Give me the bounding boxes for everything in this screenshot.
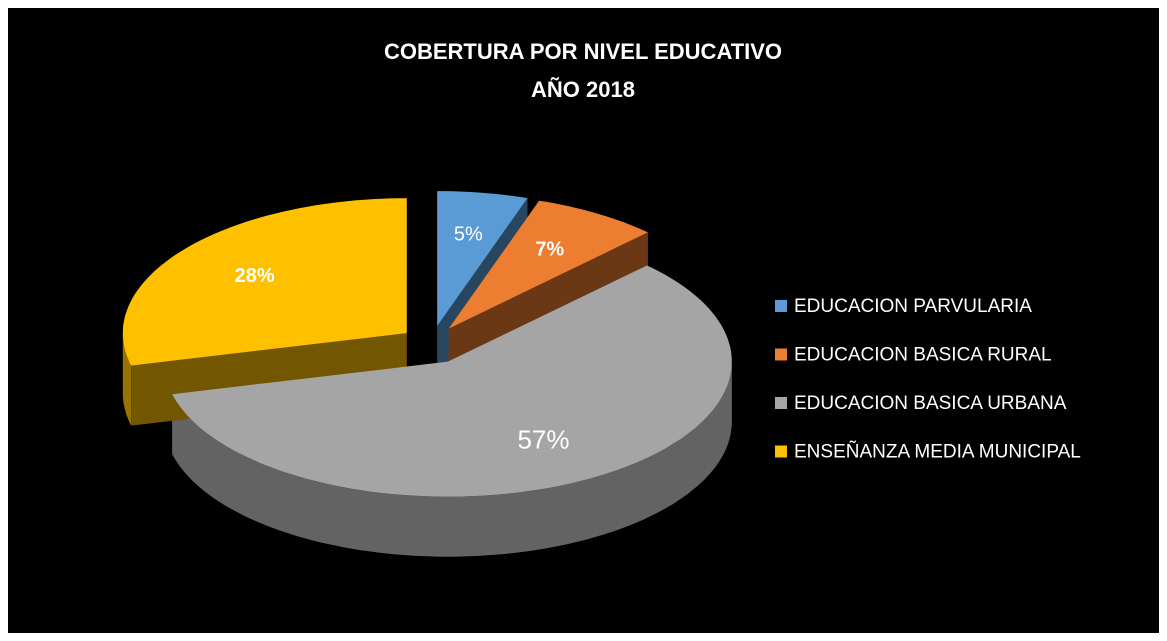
slice [122,198,407,366]
data-label: 28% [235,265,275,287]
data-label: 57% [517,424,569,454]
slice [172,265,732,497]
legend-label: EDUCACION BASICA URBANA [794,393,1067,414]
slice-side [122,333,132,426]
legend-label: EDUCACION PARVULARIA [794,296,1032,317]
legend-swatch [775,397,787,409]
chart-title: COBERTURA POR NIVEL EDUCATIVO [384,39,782,64]
slice-side [172,361,732,557]
data-label: 5% [454,224,483,246]
legend-swatch [775,348,787,361]
legend-label: ENSEÑANZA MEDIA MUNICIPAL [794,441,1081,463]
legend-swatch [775,445,787,458]
pie-tops [122,191,732,497]
chart-subtitle: AÑO 2018 [531,77,635,102]
data-label: 7% [535,239,564,261]
legend-swatch [775,300,787,312]
slice [448,200,648,329]
legend-label: EDUCACION BASICA RURAL [794,345,1052,366]
slice [437,191,528,327]
